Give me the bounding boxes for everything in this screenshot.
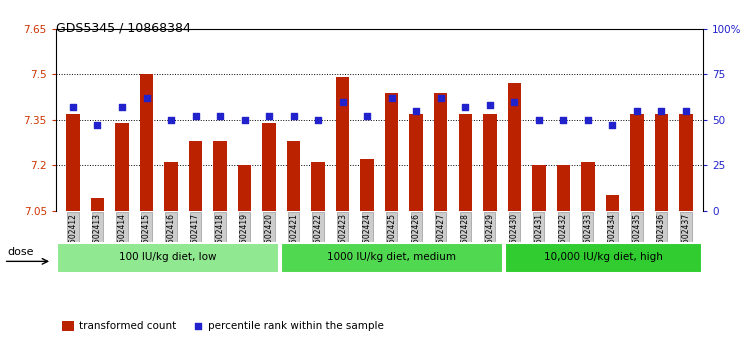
Bar (458, 114, 472, 211)
Point (484, 102, 496, 108)
Bar (630, 114, 644, 211)
Bar (214, 141, 227, 211)
Bar (507, 83, 521, 211)
Bar (360, 159, 374, 211)
Bar (655, 114, 668, 211)
Bar (66, 114, 80, 211)
Point (288, 113, 300, 119)
Point (434, 95, 446, 101)
FancyBboxPatch shape (57, 243, 279, 273)
Bar (263, 123, 276, 211)
Point (680, 108, 692, 114)
Point (508, 99, 520, 105)
Point (385, 95, 397, 101)
Point (165, 117, 177, 123)
Bar (238, 165, 251, 211)
Bar (679, 114, 693, 211)
Bar (189, 141, 202, 211)
Bar (606, 195, 619, 211)
Text: 1000 IU/kg diet, medium: 1000 IU/kg diet, medium (327, 252, 456, 262)
Point (263, 113, 275, 119)
Text: dose: dose (7, 247, 34, 257)
Point (655, 108, 667, 114)
Point (141, 95, 153, 101)
Text: 10,000 IU/kg diet, high: 10,000 IU/kg diet, high (544, 252, 663, 262)
Point (190, 113, 202, 119)
Bar (557, 165, 570, 211)
Bar (409, 114, 423, 211)
Point (192, 323, 204, 329)
Bar (581, 162, 594, 211)
Bar (287, 141, 301, 211)
Bar (140, 74, 153, 211)
Text: transformed count: transformed count (79, 321, 176, 331)
Bar (483, 114, 496, 211)
Text: percentile rank within the sample: percentile rank within the sample (208, 321, 384, 331)
Bar (434, 93, 447, 211)
Bar (532, 165, 545, 211)
Point (582, 117, 594, 123)
Bar (115, 123, 129, 211)
Point (116, 104, 128, 110)
Point (631, 108, 643, 114)
Point (239, 117, 251, 123)
Point (459, 104, 471, 110)
Text: GDS5345 / 10868384: GDS5345 / 10868384 (56, 22, 190, 35)
Point (214, 113, 226, 119)
Bar (336, 77, 350, 211)
Point (67, 104, 79, 110)
FancyBboxPatch shape (280, 243, 503, 273)
FancyBboxPatch shape (505, 243, 702, 273)
Point (606, 122, 618, 128)
Bar (62, 321, 74, 330)
Text: 100 IU/kg diet, low: 100 IU/kg diet, low (119, 252, 217, 262)
Point (533, 117, 545, 123)
Point (362, 113, 373, 119)
Bar (91, 199, 104, 211)
Point (337, 99, 349, 105)
Bar (164, 162, 178, 211)
Point (557, 117, 569, 123)
Point (410, 108, 422, 114)
Point (92, 122, 103, 128)
Bar (312, 162, 325, 211)
Point (312, 117, 324, 123)
Bar (385, 93, 399, 211)
